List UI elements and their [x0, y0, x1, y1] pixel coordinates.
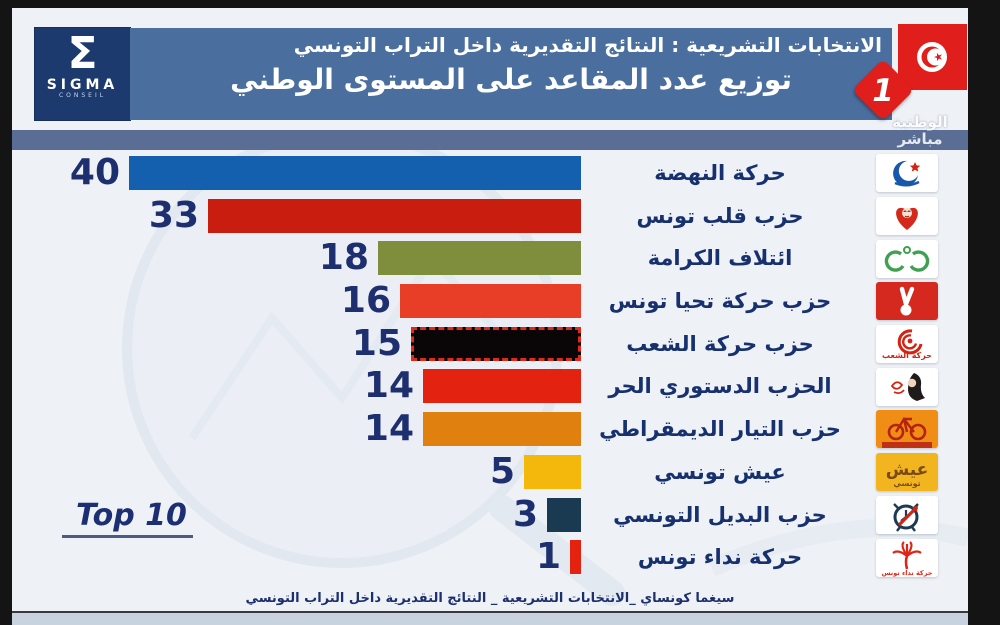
seat-bar [378, 241, 581, 276]
party-logo-slot [859, 152, 955, 195]
svg-text:حركة نداء تونس: حركة نداء تونس [882, 569, 932, 577]
party-name: حركة النهضة [654, 161, 786, 185]
seat-bar [208, 198, 581, 233]
seat-bar [400, 284, 581, 319]
seat-count: 14 [363, 408, 414, 450]
party-logo-slot [859, 237, 955, 280]
header-title-band: الانتخابات التشريعية : النتائج التقديرية… [130, 28, 892, 120]
seat-count: 18 [318, 237, 369, 279]
party-name: عيش تونسي [654, 459, 786, 484]
bar-zone: 18 [13, 237, 581, 280]
bar-row: 5 عيش تونسي عيش تونسي [13, 451, 955, 494]
bar-zone: 5 [13, 451, 581, 494]
seat-bar [423, 412, 581, 447]
channel-number: 1 [872, 73, 894, 109]
seat-count: 1 [535, 536, 561, 578]
seat-count: 5 [489, 450, 515, 492]
party-name: حزب حركة تحيا تونس [608, 289, 832, 314]
karama-coalition-logo-icon [876, 239, 938, 278]
seat-bar [570, 540, 581, 575]
top10-label: Top 10 [62, 498, 193, 538]
bar-zone: 14 [13, 365, 581, 408]
party-name: حركة نداء تونس [637, 545, 803, 570]
aich-tounsi-logo-icon: عيش تونسي [876, 453, 938, 492]
header-subtitle: الانتخابات التشريعية : النتائج التقديرية… [293, 33, 882, 57]
bar-zone: 14 [13, 408, 581, 451]
party-name: حزب التيار الديمقراطي [599, 417, 841, 442]
party-name: الحزب الدستوري الحر [608, 374, 832, 399]
party-logo-slot [859, 408, 955, 451]
sigma-conseil-logo: Σ SIGMA CONSEIL [35, 28, 130, 120]
live-watermark-line2: مباشر [897, 130, 943, 148]
bar-row: 15 حزب حركة الشعب حركة الشعب [13, 323, 955, 366]
seat-bar [524, 454, 581, 489]
nidaa-tounes-logo-icon: حركة نداء تونس [876, 538, 938, 577]
peoples-movement-logo-icon: حركة الشعب [876, 325, 938, 364]
sigma-logo-text: SIGMA [46, 77, 119, 93]
bar-row: 3 حزب البديل التونسي [13, 494, 955, 537]
tunisia-flag-icon [898, 24, 967, 90]
seat-count: 40 [69, 152, 120, 193]
bar-row: 33 حزب قلب تونس [13, 195, 955, 238]
wataniya1-channel-logo: 1 [851, 58, 915, 122]
bar-zone: 33 [13, 195, 581, 238]
bottom-band [12, 613, 968, 625]
bar-row: 14 حزب التيار الديمقراطي [13, 408, 955, 451]
bar-row: 16 حزب حركة تحيا تونس [13, 280, 955, 323]
seat-count: 3 [512, 493, 538, 535]
bar-zone: 40 [13, 152, 581, 195]
bar-row: 18 ائتلاف الكرامة [13, 237, 955, 280]
header-title: توزيع عدد المقاعد على المستوى الوطني [230, 63, 792, 96]
seat-count: 16 [340, 280, 391, 322]
sigma-logo-subtext: CONSEIL [58, 92, 107, 99]
header-divider-band [12, 130, 968, 150]
bar-zone: 15 [13, 323, 581, 366]
democratic-current-logo-icon [876, 410, 938, 449]
footer-divider [12, 611, 968, 613]
svg-text:عيش: عيش [886, 460, 929, 480]
party-name: ائتلاف الكرامة [647, 246, 793, 271]
bar-row: 14 الحزب الدستوري الحر [13, 365, 955, 408]
footer-caption: سيغما كونساي _الانتخابات التشريعية _ الن… [245, 591, 735, 606]
live-watermark-line1: الوطنية [892, 113, 948, 131]
seat-count: 33 [148, 194, 199, 236]
party-logo-slot [859, 365, 955, 408]
seat-bar [129, 156, 581, 190]
party-logo-slot: حركة نداء تونس [859, 536, 955, 579]
seat-count: 14 [363, 365, 414, 407]
tahya-tounes-party-logo-icon [876, 282, 938, 321]
bar-row: 1 حركة نداء تونس حركة نداء تونس [13, 536, 955, 579]
ennahdha-party-logo-icon [876, 154, 938, 193]
seat-count: 15 [351, 322, 402, 364]
party-logo-slot: عيش تونسي [859, 451, 955, 494]
sigma-icon: Σ [67, 28, 98, 79]
seat-bar [411, 326, 581, 361]
bar-zone: 3 [13, 494, 581, 537]
party-name: حزب قلب تونس [636, 203, 804, 228]
party-logo-slot: حركة الشعب [859, 323, 955, 366]
party-name: حزب البديل التونسي [613, 502, 827, 527]
party-logo-slot [859, 280, 955, 323]
bar-row: 40 حركة النهضة [13, 152, 955, 195]
party-logo-slot [859, 195, 955, 238]
bar-zone: 16 [13, 280, 581, 323]
bar-rows: 40 حركة النهضة 33 حزب قلب تونس 18 ائتلاف… [13, 152, 955, 579]
party-name: حزب حركة الشعب [626, 331, 814, 356]
party-logo-slot [859, 494, 955, 537]
bar-zone: 1 [13, 536, 581, 579]
free-destourian-party-logo-icon [876, 367, 938, 406]
qalb-tounes-party-logo-icon [876, 197, 938, 236]
svg-text:حركة الشعب: حركة الشعب [882, 351, 932, 360]
seat-bar [423, 369, 581, 404]
seat-bar [547, 497, 581, 532]
live-watermark: الوطنية مباشر [874, 114, 966, 148]
tunisian-alternative-logo-icon [876, 495, 938, 534]
svg-text:تونسي: تونسي [893, 479, 920, 488]
broadcast-graphic: Σ SIGMA CONSEIL الانتخابات التشريعية : ا… [12, 8, 968, 625]
